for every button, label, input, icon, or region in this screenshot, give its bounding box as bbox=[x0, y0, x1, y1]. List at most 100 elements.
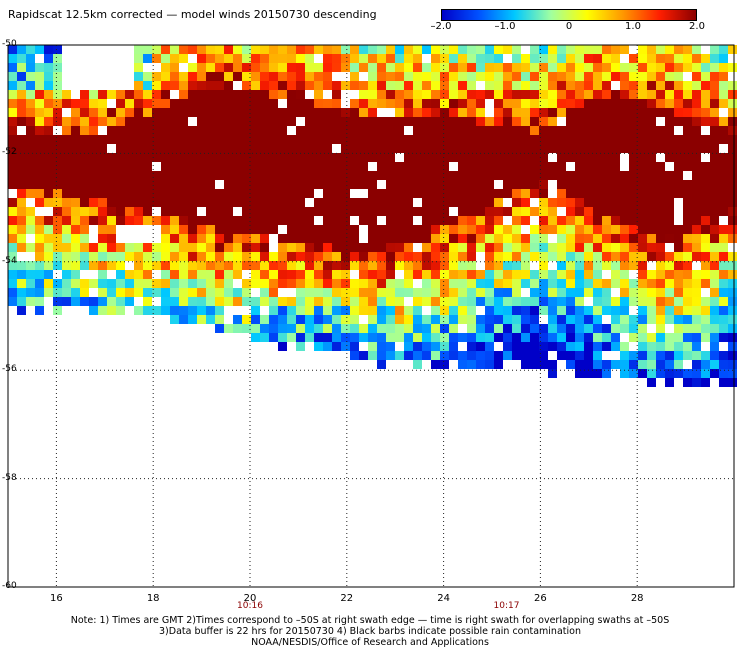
wind-difference-cell bbox=[647, 315, 656, 324]
wind-difference-cell bbox=[521, 81, 530, 90]
wind-difference-cell bbox=[251, 117, 260, 126]
wind-difference-cell bbox=[62, 162, 71, 171]
wind-difference-cell bbox=[656, 90, 665, 99]
wind-difference-cell bbox=[206, 108, 215, 117]
wind-difference-cell bbox=[539, 252, 548, 261]
wind-difference-cell bbox=[503, 342, 512, 351]
wind-difference-cell bbox=[260, 333, 269, 342]
wind-difference-cell bbox=[512, 171, 521, 180]
wind-difference-cell bbox=[404, 234, 413, 243]
wind-difference-cell bbox=[647, 162, 656, 171]
wind-difference-cell bbox=[71, 279, 80, 288]
wind-difference-cell bbox=[413, 297, 422, 306]
wind-difference-cell bbox=[134, 198, 143, 207]
wind-difference-cell bbox=[710, 81, 719, 90]
wind-difference-cell bbox=[458, 135, 467, 144]
wind-difference-cell bbox=[35, 90, 44, 99]
wind-difference-cell bbox=[719, 171, 728, 180]
wind-difference-cell bbox=[197, 126, 206, 135]
wind-difference-cell bbox=[44, 225, 53, 234]
wind-difference-cell bbox=[206, 288, 215, 297]
wind-difference-cell bbox=[278, 180, 287, 189]
wind-difference-cell bbox=[125, 135, 134, 144]
wind-difference-cell bbox=[341, 261, 350, 270]
wind-difference-cell bbox=[215, 153, 224, 162]
wind-difference-cell bbox=[377, 171, 386, 180]
wind-difference-cell bbox=[152, 288, 161, 297]
wind-difference-cell bbox=[62, 288, 71, 297]
wind-difference-cell bbox=[449, 198, 458, 207]
wind-difference-cell bbox=[350, 72, 359, 81]
wind-difference-cell bbox=[341, 207, 350, 216]
wind-difference-cell bbox=[359, 270, 368, 279]
wind-difference-cell bbox=[674, 171, 683, 180]
wind-difference-cell bbox=[557, 144, 566, 153]
wind-difference-cell bbox=[377, 270, 386, 279]
wind-difference-cell bbox=[683, 279, 692, 288]
wind-difference-cell bbox=[584, 315, 593, 324]
wind-difference-cell bbox=[629, 81, 638, 90]
wind-difference-cell bbox=[467, 306, 476, 315]
longitude-label: 22 bbox=[340, 593, 354, 604]
wind-difference-cell bbox=[260, 234, 269, 243]
wind-difference-cell bbox=[494, 81, 503, 90]
wind-difference-cell bbox=[431, 99, 440, 108]
wind-difference-cell bbox=[386, 252, 395, 261]
wind-difference-cell bbox=[611, 225, 620, 234]
wind-difference-cell bbox=[161, 234, 170, 243]
wind-difference-cell bbox=[359, 81, 368, 90]
wind-difference-cell bbox=[494, 261, 503, 270]
wind-difference-cell bbox=[440, 342, 449, 351]
wind-difference-cell bbox=[404, 153, 413, 162]
wind-difference-cell bbox=[215, 198, 224, 207]
wind-difference-cell bbox=[323, 198, 332, 207]
wind-difference-cell bbox=[503, 108, 512, 117]
wind-difference-cell bbox=[611, 126, 620, 135]
wind-difference-cell bbox=[224, 117, 233, 126]
wind-difference-cell bbox=[116, 162, 125, 171]
wind-difference-cell bbox=[467, 108, 476, 117]
wind-difference-cell bbox=[440, 117, 449, 126]
wind-difference-cell bbox=[341, 189, 350, 198]
wind-difference-cell bbox=[503, 90, 512, 99]
wind-difference-cell bbox=[512, 81, 521, 90]
wind-difference-cell bbox=[80, 117, 89, 126]
wind-difference-cell bbox=[44, 198, 53, 207]
wind-difference-cell bbox=[494, 126, 503, 135]
wind-difference-cell bbox=[116, 99, 125, 108]
wind-difference-cell bbox=[161, 90, 170, 99]
wind-difference-cell bbox=[602, 45, 611, 54]
wind-difference-cell bbox=[413, 333, 422, 342]
wind-difference-cell bbox=[179, 117, 188, 126]
wind-difference-cell bbox=[71, 135, 80, 144]
wind-difference-cell bbox=[539, 279, 548, 288]
wind-difference-cell bbox=[728, 90, 737, 99]
wind-difference-cell bbox=[539, 144, 548, 153]
wind-difference-cell bbox=[638, 72, 647, 81]
wind-difference-cell bbox=[413, 108, 422, 117]
wind-difference-cell bbox=[575, 72, 584, 81]
wind-difference-cell bbox=[557, 81, 566, 90]
wind-difference-cell bbox=[233, 315, 242, 324]
wind-difference-cell bbox=[422, 144, 431, 153]
wind-difference-cell bbox=[341, 216, 350, 225]
wind-difference-cell bbox=[251, 189, 260, 198]
wind-difference-cell bbox=[152, 54, 161, 63]
wind-difference-cell bbox=[566, 189, 575, 198]
wind-difference-cell bbox=[359, 99, 368, 108]
wind-difference-cell bbox=[242, 90, 251, 99]
wind-difference-cell bbox=[161, 153, 170, 162]
wind-difference-cell bbox=[494, 324, 503, 333]
wind-difference-cell bbox=[629, 54, 638, 63]
wind-difference-cell bbox=[503, 243, 512, 252]
wind-difference-cell bbox=[152, 81, 161, 90]
wind-difference-cell bbox=[305, 144, 314, 153]
wind-difference-cell bbox=[584, 252, 593, 261]
wind-difference-cell bbox=[305, 225, 314, 234]
wind-difference-cell bbox=[467, 207, 476, 216]
wind-difference-cell bbox=[719, 306, 728, 315]
wind-difference-cell bbox=[26, 108, 35, 117]
wind-difference-cell bbox=[530, 243, 539, 252]
wind-difference-cell bbox=[80, 198, 89, 207]
wind-difference-cell bbox=[125, 153, 134, 162]
